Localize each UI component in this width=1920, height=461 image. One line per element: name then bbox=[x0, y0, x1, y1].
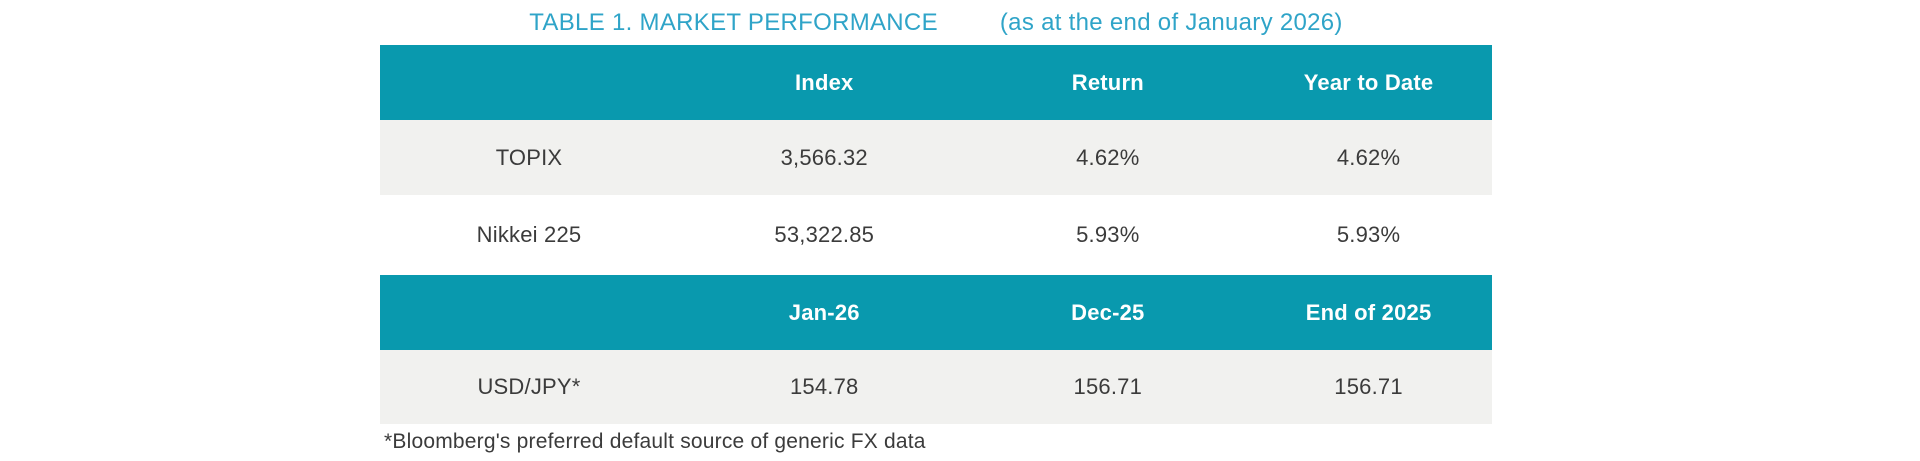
cell-topix-return: 4.62% bbox=[1076, 144, 1140, 170]
table-title-subtitle: (as at the end of January 2026) bbox=[999, 9, 1343, 36]
table-row-topix: TOPIX 3,566.32 4.62% 4.62% bbox=[380, 120, 1492, 195]
table-row-nikkei: Nikkei 225 53,322.85 5.93% 5.93% bbox=[380, 195, 1492, 275]
fx-source-footnote: *Bloomberg's preferred default source of… bbox=[384, 430, 926, 453]
cell-topix-ytd: 4.62% bbox=[1336, 144, 1401, 170]
row-label-usdjpy: USD/JPY* bbox=[477, 374, 581, 399]
market-performance-table: Index Return Year to Date TOPIX 3,566.32… bbox=[380, 45, 1492, 424]
cell-usdjpy-end-of-2025: 156.71 bbox=[1334, 374, 1403, 399]
col-header-jan-26: Jan-26 bbox=[788, 299, 860, 325]
header-row-fx: Jan-26 Dec-25 End of 2025 bbox=[380, 275, 1492, 350]
col-header-return: Return bbox=[1071, 69, 1144, 95]
cell-usdjpy-dec-25: 156.71 bbox=[1073, 374, 1143, 399]
col-header-index: Index bbox=[795, 69, 854, 95]
corner-cell-2 bbox=[380, 275, 678, 350]
row-label-topix: TOPIX bbox=[495, 144, 563, 170]
cell-nikkei-index: 53,322.85 bbox=[774, 222, 875, 247]
col-header-year-to-date: Year to Date bbox=[1303, 69, 1434, 95]
row-label-nikkei: Nikkei 225 bbox=[476, 222, 582, 247]
cell-nikkei-return: 5.93% bbox=[1076, 222, 1140, 247]
header-row-index: Index Return Year to Date bbox=[380, 45, 1492, 120]
col-header-end-of-2025: End of 2025 bbox=[1305, 299, 1432, 325]
cell-topix-index: 3,566.32 bbox=[780, 144, 868, 170]
cell-usdjpy-jan-26: 154.78 bbox=[789, 374, 859, 399]
cell-nikkei-ytd: 5.93% bbox=[1336, 222, 1401, 247]
table-row-usdjpy: USD/JPY* 154.78 156.71 156.71 bbox=[380, 350, 1492, 424]
corner-cell-1 bbox=[380, 45, 678, 120]
col-header-dec-25: Dec-25 bbox=[1071, 299, 1145, 325]
table-title-main: TABLE 1. MARKET PERFORMANCE bbox=[529, 9, 938, 36]
table-title: TABLE 1. MARKET PERFORMANCE (as at the e… bbox=[380, 8, 1492, 38]
